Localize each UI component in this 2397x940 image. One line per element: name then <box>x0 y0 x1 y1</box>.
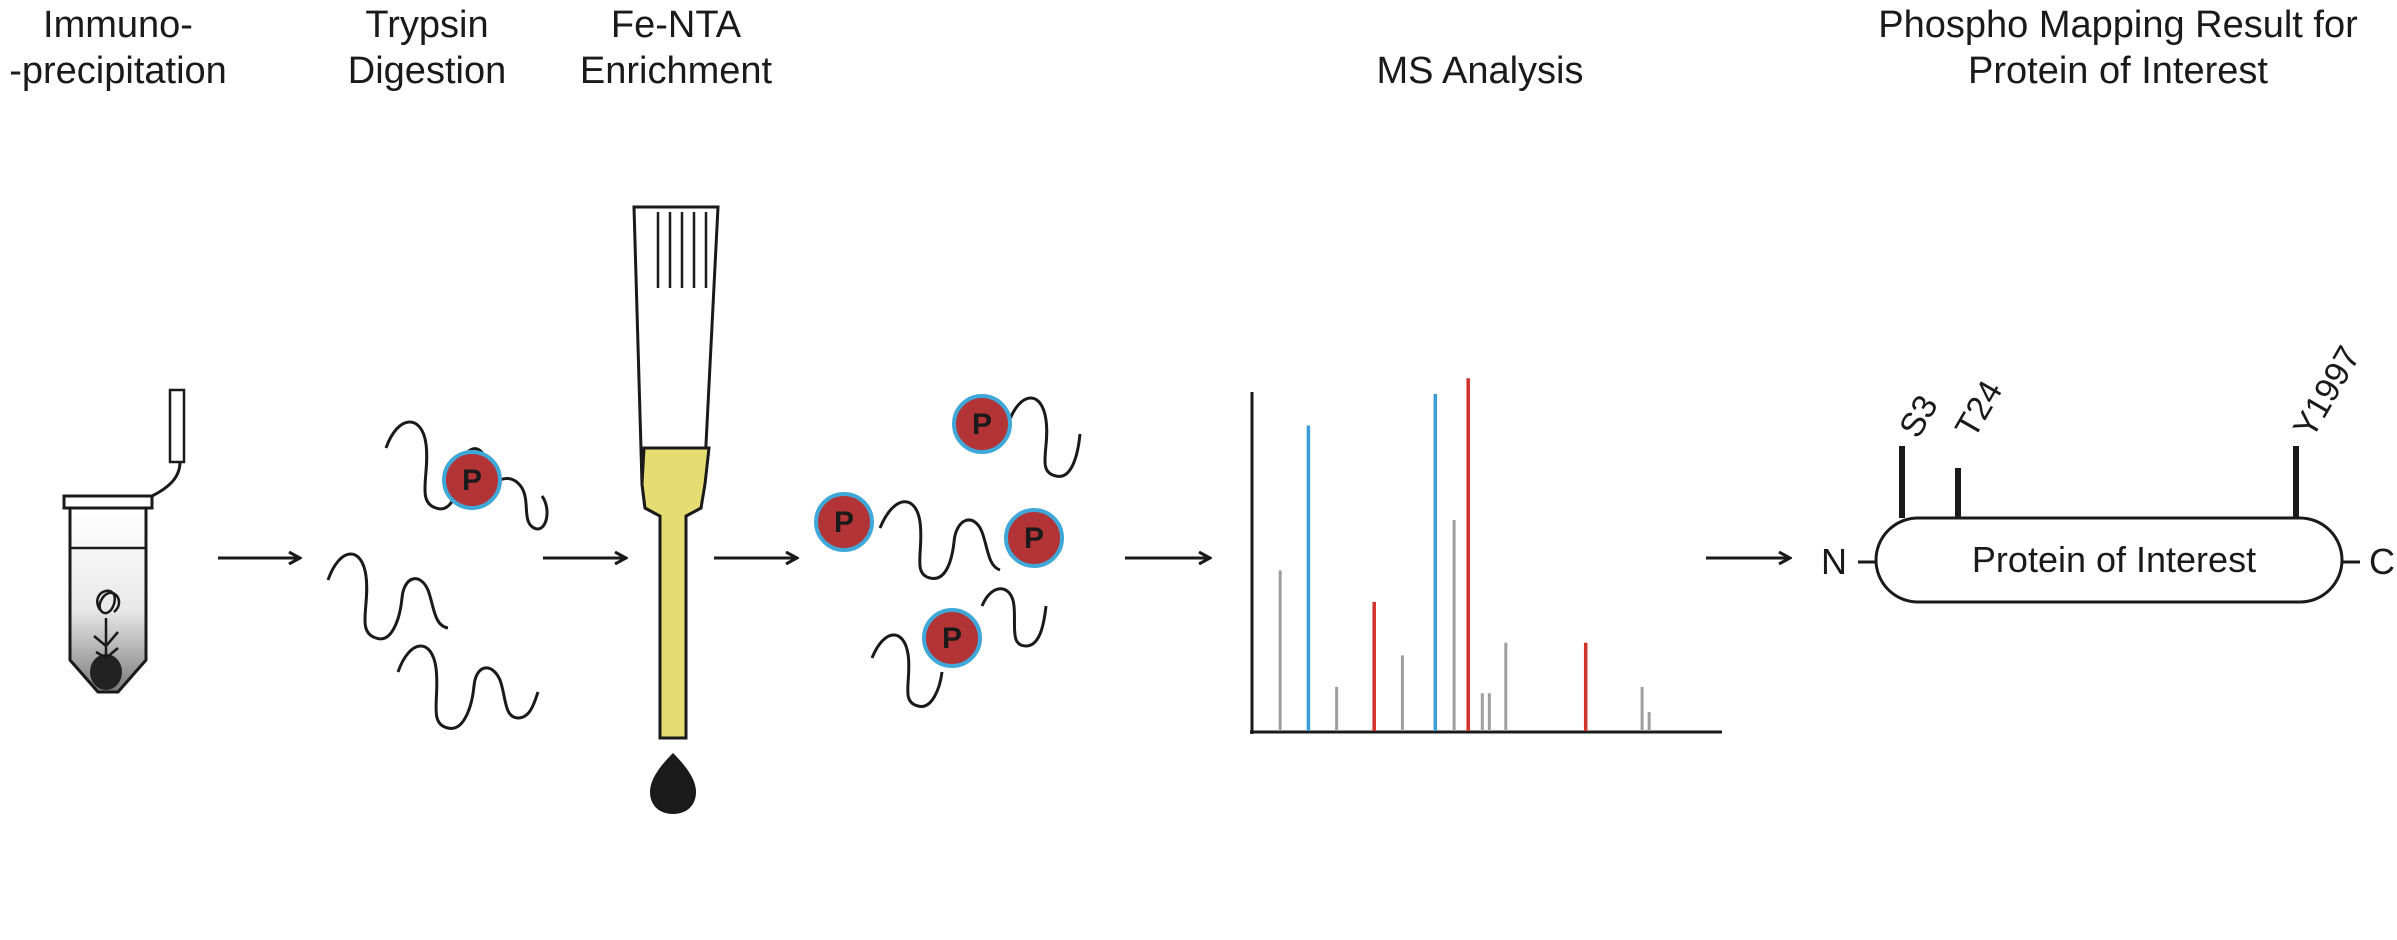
step-title-immunoprecipitation: Immuno- -precipitation <box>9 2 227 94</box>
phospho-label: P <box>972 408 992 441</box>
phospho-group-icon: P <box>814 492 874 552</box>
step-title-line: Fe-NTA <box>610 4 742 46</box>
step-title-result: Phospho Mapping Result for Protein of In… <box>1878 2 2358 94</box>
fe-nta-tip-icon <box>632 205 720 814</box>
step-title-fenta: Fe-NTA Enrichment <box>580 2 772 94</box>
phospho-label: P <box>1024 522 1044 555</box>
n-terminus-label: N <box>1821 541 1847 582</box>
step-title-line: Phospho Mapping Result for <box>1878 4 2358 46</box>
step-title-line: Digestion <box>347 50 507 92</box>
step-title-trypsin: Trypsin Digestion <box>348 2 506 94</box>
protein-name-label: Protein of Interest <box>1972 539 2256 580</box>
ms-spectrum-axes <box>1250 392 1722 734</box>
ms-spectrum-peaks <box>1278 378 1651 731</box>
step-title-line: Immuno- <box>43 4 193 46</box>
phospho-group-icon: P <box>922 608 982 668</box>
phospho-label: P <box>834 506 854 539</box>
step-title-line: Trypsin <box>365 4 489 46</box>
protein-bar <box>1874 516 2344 604</box>
phospho-group-icon: P <box>442 450 502 510</box>
microcentrifuge-tube-icon <box>62 388 186 694</box>
step-title-line: MS Analysis <box>1376 50 1584 92</box>
site-label-y1997: Y1997 <box>2286 340 2368 444</box>
enriched-phosphopeptides-icon <box>870 396 1082 708</box>
step-title-ms: MS Analysis <box>1377 48 1584 94</box>
phospho-label: P <box>462 464 482 497</box>
phospho-group-icon: P <box>952 394 1012 454</box>
step-title-line: Protein of Interest <box>1968 50 2268 92</box>
c-terminus-label: C <box>2369 541 2395 582</box>
phospho-group-icon: P <box>1004 508 1064 568</box>
step-title-line: Enrichment <box>579 50 773 92</box>
phospho-label: P <box>942 622 962 655</box>
digested-peptides-icon <box>326 420 549 730</box>
site-label-t24: T24 <box>1948 374 2010 444</box>
step-title-line: -precipitation <box>9 50 227 92</box>
site-label-s3: S3 <box>1892 389 1946 444</box>
protein-schematic: N C Protein of Interest S3 T24 Y1997 <box>1821 340 2395 604</box>
